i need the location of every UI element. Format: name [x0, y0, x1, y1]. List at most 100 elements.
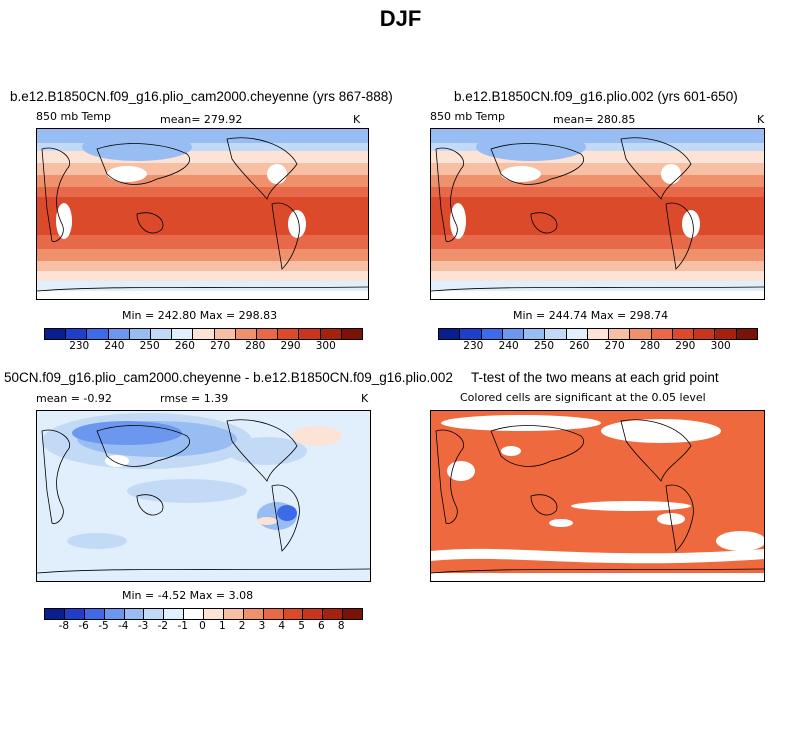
- colorbar-segment: [129, 329, 152, 339]
- colorbar-segment: [151, 329, 173, 339]
- colorbar-tick-label: 6: [318, 620, 325, 632]
- colorbar-segment: [87, 329, 109, 339]
- mean-label: mean= 280.85: [553, 113, 636, 126]
- colorbar-segment: [164, 609, 185, 619]
- colorbar-segment: [651, 329, 673, 339]
- mean-label: mean= 279.92: [160, 113, 243, 126]
- colorbar-tick-label: -8: [58, 620, 70, 632]
- colorbar-segment: [283, 609, 304, 619]
- colorbar-segment: [66, 329, 88, 339]
- colorbar-segment: [736, 329, 757, 339]
- colorbar-tick-label: 300: [315, 340, 336, 352]
- colorbar-tick-label: 3: [258, 620, 266, 632]
- colorbar-segment: [124, 609, 145, 619]
- colorbar-segment: [320, 329, 342, 339]
- colorbar-tick-label: 5: [298, 620, 305, 632]
- colorbar-segment: [460, 329, 482, 339]
- min-max-label: Min = -4.52 Max = 3.08: [122, 589, 254, 602]
- colorbar-segment: [84, 609, 105, 619]
- mean-label: mean = -0.92: [36, 392, 112, 405]
- variable-label: 850 mb Temp: [430, 110, 506, 123]
- colorbar-tick-label: 250: [533, 340, 555, 352]
- colorbar-tick-label: 8: [337, 620, 345, 632]
- colorbar-segment: [104, 609, 125, 619]
- variable-label: 850 mb Temp: [36, 110, 112, 123]
- colorbar-segment: [45, 609, 65, 619]
- colorbar-segment: [243, 609, 264, 619]
- units-label: K: [361, 392, 369, 405]
- colorbar-tick-label: 230: [69, 340, 90, 352]
- colorbar-segment: [694, 329, 716, 339]
- colorbar-segment: [343, 609, 362, 619]
- colorbar-segment: [64, 609, 85, 619]
- significance-map: [430, 410, 765, 582]
- colorbar-segment: [144, 609, 165, 619]
- colorbar-tick-label: 250: [139, 340, 160, 352]
- units-label: K: [757, 113, 765, 126]
- colorbar-tick-label: 240: [498, 340, 519, 352]
- panel-title: 50CN.f09_g16.plio_cam2000.cheyenne - b.e…: [4, 370, 453, 385]
- colorbar-tick-label: 290: [280, 340, 301, 352]
- figure-title: DJF: [379, 6, 422, 31]
- colorbar-segment: [263, 609, 284, 619]
- colorbar-segment: [672, 329, 695, 339]
- colorbar-segment: [587, 329, 610, 339]
- colorbar-segment: [172, 329, 194, 339]
- difference-map: [36, 410, 371, 582]
- colorbar-segment: [439, 329, 461, 339]
- panel-subtitle: Colored cells are significant at the 0.0…: [460, 391, 706, 404]
- colorbar-tick-label: 270: [210, 340, 231, 352]
- colorbar-segment: [524, 329, 546, 339]
- colorbar-segment: [223, 609, 244, 619]
- colorbar-segment: [278, 329, 300, 339]
- units-label: K: [353, 113, 361, 126]
- colorbar-segment: [566, 329, 588, 339]
- colorbar-tick-label: 260: [569, 340, 590, 352]
- colorbar-tick-label: 0: [199, 620, 206, 632]
- panel-title: b.e12.B1850CN.f09_g16.plio_cam2000.cheye…: [10, 89, 393, 104]
- temperature-map: [36, 128, 369, 300]
- colorbar-tick-label: -5: [98, 620, 109, 632]
- colorbar-tick-label: -2: [157, 620, 169, 632]
- colorbar-segment: [193, 329, 215, 339]
- colorbar-segment: [481, 329, 503, 339]
- panel-title: b.e12.B1850CN.f09_g16.plio.002 (yrs 601-…: [454, 89, 738, 104]
- colorbar-segment: [45, 329, 67, 339]
- colorbar-segment: [545, 329, 567, 339]
- colorbar-segment: [235, 329, 258, 339]
- colorbar-segment: [214, 329, 236, 339]
- colorbar-segment: [609, 329, 631, 339]
- colorbar-tick-label: 2: [238, 620, 246, 632]
- rmse-label: rmse = 1.39: [160, 392, 229, 405]
- colorbar-tick-label: 230: [463, 340, 484, 352]
- colorbar-segment: [630, 329, 652, 339]
- colorbar-segment: [108, 329, 130, 339]
- colorbar-segment: [184, 609, 204, 619]
- colorbar-tick-label: 240: [104, 340, 125, 352]
- colorbar-segment: [341, 329, 363, 339]
- colorbar-tick-label: 270: [604, 340, 625, 352]
- min-max-label: Min = 244.74 Max = 298.74: [513, 309, 669, 322]
- colorbar-segment: [257, 329, 279, 339]
- colorbar-tick-label: 280: [245, 340, 266, 352]
- colorbar: [44, 328, 363, 340]
- colorbar-tick-label: 280: [639, 340, 661, 352]
- colorbar-tick-label: -4: [118, 620, 129, 632]
- colorbar-segment: [715, 329, 737, 339]
- colorbar-segment: [502, 329, 525, 339]
- colorbar: [438, 328, 758, 340]
- colorbar-segment: [303, 609, 324, 619]
- colorbar-tick-label: 4: [278, 620, 286, 632]
- colorbar: [44, 608, 363, 620]
- temperature-map: [430, 128, 765, 300]
- panel-title: T-test of the two means at each grid poi…: [471, 370, 719, 385]
- colorbar-tick-label: 1: [218, 620, 226, 632]
- min-max-label: Min = 242.80 Max = 298.83: [122, 309, 278, 322]
- colorbar-tick-label: 290: [675, 340, 696, 352]
- colorbar-tick-label: -6: [78, 620, 89, 632]
- colorbar-segment: [204, 609, 224, 619]
- colorbar-tick-label: 260: [174, 340, 195, 352]
- colorbar-segment: [323, 609, 344, 619]
- colorbar-tick-label: -3: [137, 620, 149, 632]
- colorbar-tick-label: -1: [177, 620, 188, 632]
